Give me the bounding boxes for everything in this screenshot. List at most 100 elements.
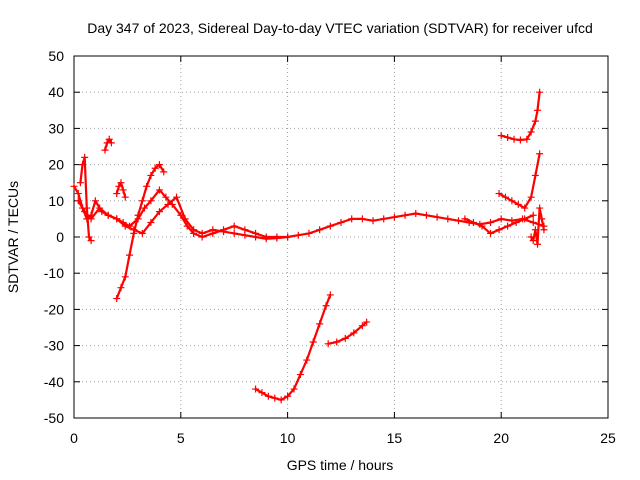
data-point (412, 209, 420, 217)
data-point (363, 318, 371, 326)
data-point (531, 171, 539, 179)
data-point (510, 135, 518, 143)
data-point (104, 211, 112, 219)
data-point (140, 204, 148, 212)
data-point (155, 186, 163, 194)
data-point (87, 237, 95, 245)
y-tick-label: 10 (48, 193, 64, 209)
data-point (147, 219, 155, 227)
data-point (262, 235, 270, 243)
data-point (478, 222, 486, 230)
data-point (81, 153, 89, 161)
x-tick-label: 10 (280, 430, 296, 446)
data-point (160, 168, 168, 176)
data-point (433, 213, 441, 221)
series-line (115, 163, 165, 300)
data-point (322, 302, 330, 310)
series-end-spike (527, 204, 548, 248)
data-point (107, 139, 115, 147)
data-point (252, 385, 260, 393)
data-point (117, 284, 125, 292)
series-line (498, 152, 541, 210)
data-point (115, 182, 123, 190)
data-point (147, 171, 155, 179)
y-tick-label: 20 (48, 157, 64, 173)
data-point (70, 182, 78, 190)
data-point (164, 200, 172, 208)
data-point (87, 215, 95, 223)
data-point (540, 226, 548, 234)
data-point (271, 394, 279, 402)
data-point (495, 226, 503, 234)
series-late-cluster (461, 211, 537, 237)
data-point (284, 392, 292, 400)
y-tick-label: 0 (56, 229, 64, 245)
series-cluster-2.1h (113, 179, 129, 201)
data-point (79, 161, 87, 169)
data-point (529, 237, 537, 245)
data-point (121, 222, 129, 230)
data-point (83, 204, 91, 212)
data-point (198, 229, 206, 237)
axis-ticks: 0 5 10 15 20 25 -50 -40 -30 -20 -10 0 10 20 30 40 50 (44, 48, 616, 446)
data-point (290, 385, 298, 393)
data-point (91, 197, 99, 205)
chart-title: Day 347 of 2023, Sidereal Day-to-day VTE… (87, 20, 593, 36)
data-point (324, 340, 332, 348)
series-late-rise (495, 150, 544, 212)
data-point (130, 229, 138, 237)
x-tick-label: 20 (493, 430, 509, 446)
series-deep-dip (252, 291, 334, 404)
data-point (316, 320, 324, 328)
data-point (369, 217, 377, 225)
data-point (230, 229, 238, 237)
data-point (173, 193, 181, 201)
series-spike-1.5h (101, 135, 115, 154)
x-tick-label: 5 (177, 430, 185, 446)
x-tick-label: 25 (600, 430, 616, 446)
series-line (500, 91, 541, 142)
data-point (536, 88, 544, 96)
series-track-b (74, 193, 292, 243)
data-point (284, 233, 292, 241)
data-point (534, 240, 542, 248)
data-point (273, 234, 281, 242)
x-tick-label: 15 (387, 430, 403, 446)
data-point (487, 219, 495, 227)
series-early-segment (76, 153, 95, 245)
y-tick-label: -50 (44, 410, 64, 426)
data-point (487, 229, 495, 237)
data-point (74, 190, 82, 198)
data-point (401, 211, 409, 219)
data-point (529, 219, 537, 227)
data-point (531, 226, 539, 234)
data-point (85, 233, 93, 241)
data-point (350, 329, 358, 337)
data-point (181, 215, 189, 223)
data-point (534, 106, 542, 114)
data-point (277, 396, 285, 404)
series-line (254, 293, 332, 401)
data-point (113, 190, 121, 198)
data-point (294, 231, 302, 239)
data-point (390, 213, 398, 221)
series-line (79, 156, 93, 242)
data-point (143, 182, 151, 190)
data-point (230, 222, 238, 230)
data-point (305, 229, 313, 237)
y-tick-label: -20 (44, 301, 64, 317)
data-point (444, 215, 452, 223)
data-point (121, 193, 129, 201)
data-point (326, 291, 334, 299)
series-top-right (497, 88, 544, 144)
y-tick-label: 40 (48, 84, 64, 100)
data-point (508, 217, 516, 225)
series-rise-2-4h (113, 161, 168, 303)
data-point (527, 193, 535, 201)
data-point (303, 356, 311, 364)
data-point (258, 389, 266, 397)
data-point (151, 164, 159, 172)
data-point (380, 215, 388, 223)
x-axis-label: GPS time / hours (287, 457, 394, 473)
data-point (527, 233, 535, 241)
